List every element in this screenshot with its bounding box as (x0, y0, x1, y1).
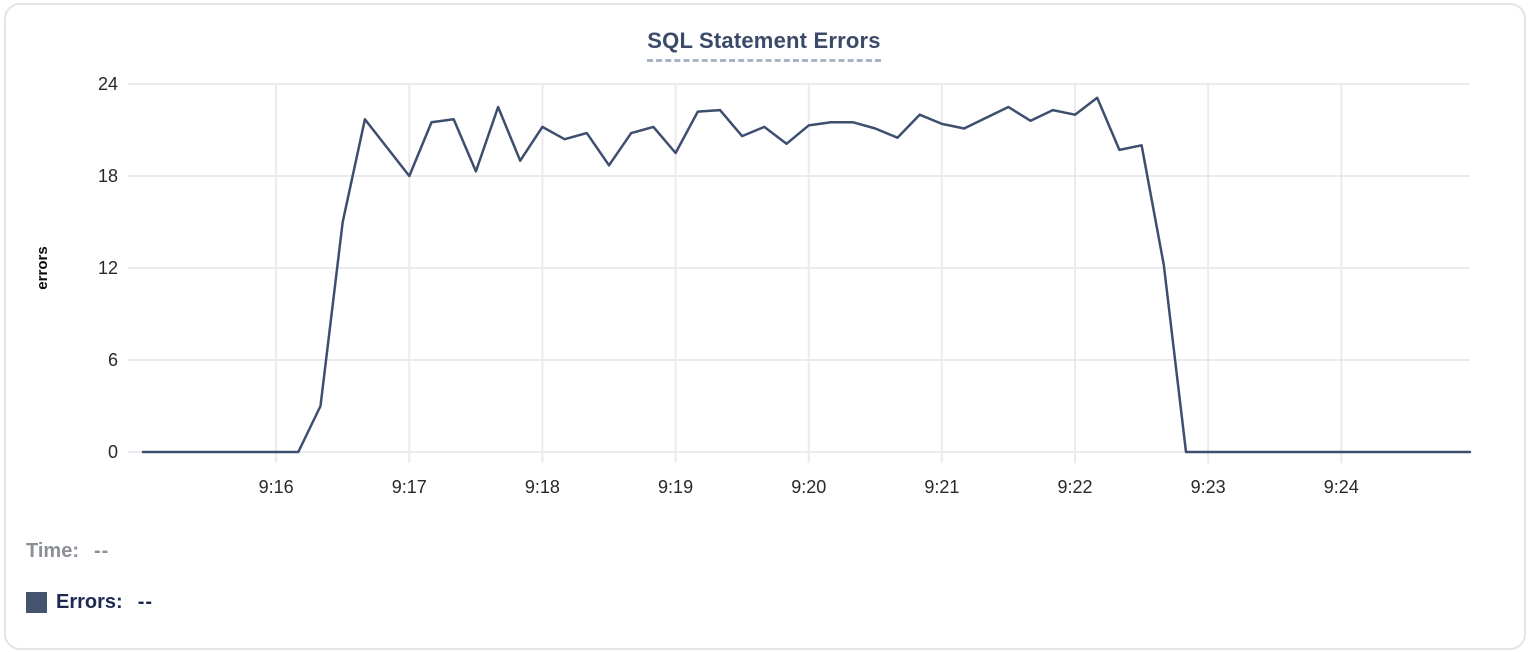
errors-series-line (141, 96, 1472, 454)
y-axis-title: errors (34, 246, 51, 289)
grid-lines (128, 83, 1470, 463)
tooltip-errors-row: Errors: -- (26, 591, 153, 614)
chart-title[interactable]: SQL Statement Errors (647, 28, 881, 62)
x-tick-label: 9:19 (658, 477, 693, 497)
y-tick-label: 0 (108, 442, 118, 462)
y-tick-label: 12 (98, 258, 118, 278)
time-value: -- (93, 540, 110, 562)
x-tick-label: 9:18 (525, 477, 560, 497)
time-label: Time: (26, 540, 79, 562)
errors-label: Errors: (56, 591, 123, 613)
chart-header: SQL Statement Errors (0, 28, 1528, 62)
x-tick-label: 9:23 (1191, 477, 1226, 497)
errors-line-chart[interactable]: 0 6 12 18 24 9:16 9:17 9:18 9:19 9:20 9:21 9:22 9:23… (0, 0, 1528, 512)
y-tick-label: 6 (108, 350, 118, 370)
axis-tick-labels: 0 6 12 18 24 9:16 9:17 9:18 9:19 9:20 9:21 9:22 9:23… (98, 74, 1359, 497)
x-tick-label: 9:16 (259, 477, 294, 497)
x-tick-label: 9:21 (924, 477, 959, 497)
tooltip-time-row: Time: -- (26, 540, 109, 563)
x-tick-label: 9:24 (1324, 477, 1359, 497)
x-tick-label: 9:17 (392, 477, 427, 497)
chart-card (4, 3, 1526, 650)
y-tick-label: 18 (98, 166, 118, 186)
x-tick-label: 9:20 (791, 477, 826, 497)
errors-series-swatch (26, 592, 47, 613)
y-tick-label: 24 (98, 74, 118, 94)
x-tick-label: 9:22 (1057, 477, 1092, 497)
errors-value: -- (137, 591, 154, 613)
